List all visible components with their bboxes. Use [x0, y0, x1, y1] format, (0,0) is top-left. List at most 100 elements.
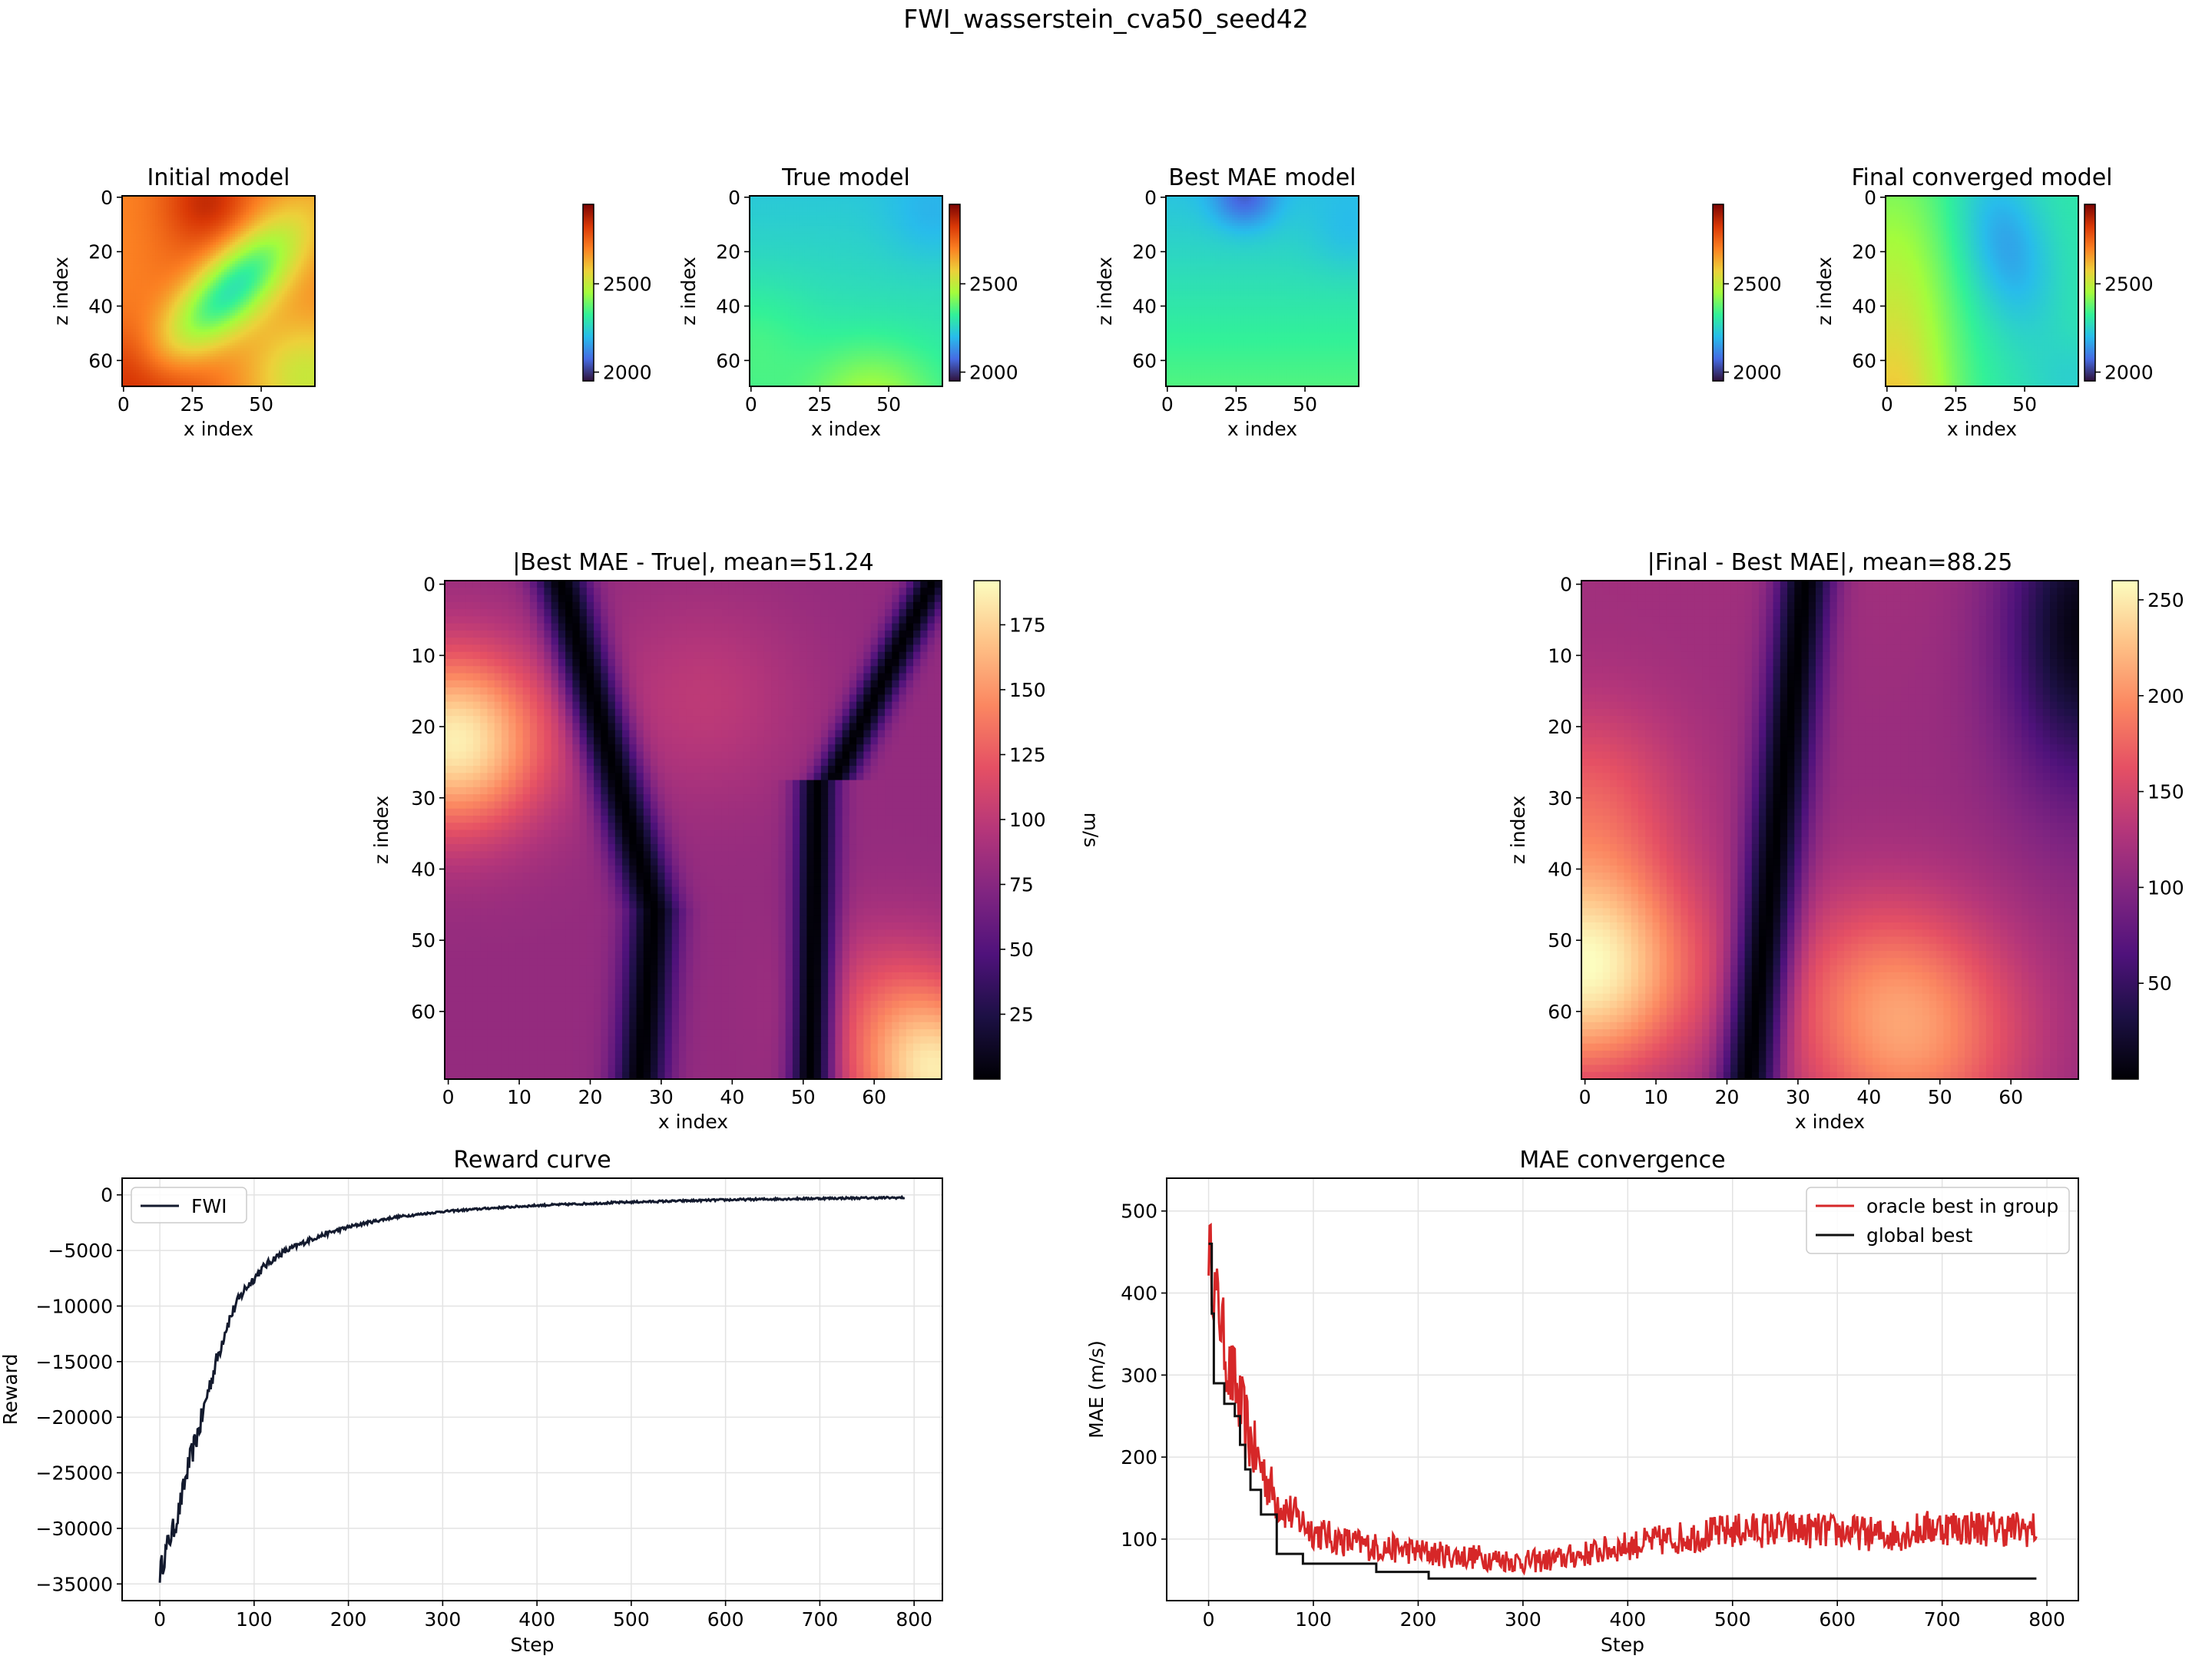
heatmap-cell: [224, 321, 227, 324]
heatmap-cell: [224, 305, 227, 308]
heatmap-cell: [144, 247, 147, 250]
heatmap-cell: [276, 229, 280, 232]
heatmap-cell: [169, 215, 172, 218]
heatmap-cell: [161, 291, 164, 294]
heatmap-cell: [254, 326, 257, 329]
heatmap-cell: [296, 340, 299, 343]
heatmap-cell: [273, 313, 276, 316]
heatmap-cell: [276, 280, 280, 283]
heatmap-cell: [188, 316, 191, 319]
heatmap-cell: [276, 283, 280, 286]
heatmap-cell: [131, 242, 134, 245]
heatmap-cell: [199, 275, 202, 278]
heatmap-cell: [136, 264, 139, 267]
heatmap-cell: [221, 264, 224, 267]
heatmap-cell: [213, 348, 216, 351]
heatmap-cell: [141, 329, 144, 333]
heatmap-cell: [219, 321, 222, 324]
heatmap-cell: [224, 250, 227, 253]
heatmap-cell: [298, 210, 301, 213]
heatmap-cell: [216, 365, 219, 368]
heatmap-cell: [221, 280, 224, 283]
heatmap-cell: [185, 318, 188, 321]
heatmap-cell: [136, 199, 139, 202]
heatmap-cell: [161, 313, 164, 316]
heatmap-cell: [180, 240, 183, 243]
heatmap-cell: [197, 373, 200, 376]
heatmap-cell: [141, 310, 144, 313]
heatmap-cell: [207, 237, 210, 240]
heatmap-cell: [139, 275, 142, 278]
heatmap-cell: [161, 356, 164, 359]
heatmap-cell: [177, 367, 180, 370]
heatmap-cell: [306, 277, 310, 280]
heatmap-cell: [183, 326, 186, 329]
heatmap-cell: [127, 212, 131, 215]
heatmap-cell: [221, 272, 224, 275]
heatmap-cell: [235, 335, 238, 338]
heatmap-cell: [310, 240, 313, 243]
heatmap-cell: [271, 231, 274, 234]
heatmap-cell: [221, 310, 224, 313]
heatmap-cell: [131, 261, 134, 264]
heatmap-cell: [183, 264, 186, 267]
heatmap-cell: [257, 370, 260, 373]
heatmap-cell: [166, 277, 169, 280]
heatmap-cell: [232, 267, 235, 270]
heatmap-cell: [210, 359, 214, 363]
heatmap-cell: [161, 207, 164, 210]
heatmap-cell: [147, 286, 150, 289]
heatmap-cell: [285, 329, 288, 333]
heatmap-cell: [183, 340, 186, 343]
heatmap-cell: [210, 356, 214, 359]
heatmap-cell: [164, 294, 167, 297]
heatmap-cell: [276, 220, 280, 224]
heatmap-cell: [252, 376, 255, 379]
heatmap-cell: [169, 343, 172, 346]
heatmap-cell: [230, 300, 233, 303]
heatmap-cell: [263, 217, 266, 220]
heatmap-cell: [224, 365, 227, 368]
heatmap-cell: [131, 220, 134, 224]
heatmap-cell: [249, 280, 252, 283]
heatmap-cell: [199, 231, 202, 234]
heatmap-cell: [243, 310, 247, 313]
heatmap-cell: [279, 280, 282, 283]
heatmap-cell: [290, 229, 293, 232]
heatmap-cell: [216, 240, 219, 243]
heatmap-cell: [240, 356, 243, 359]
heatmap-cell: [268, 346, 271, 349]
heatmap-cell: [205, 207, 208, 210]
heatmap-cell: [141, 353, 144, 356]
heatmap-cell: [221, 204, 224, 207]
heatmap-cell: [232, 332, 235, 335]
heatmap-cell: [279, 324, 282, 327]
heatmap-cell: [180, 201, 183, 204]
heatmap-cell: [125, 237, 128, 240]
heatmap-cell: [273, 353, 276, 356]
heatmap-cell: [139, 332, 142, 335]
heatmap-cell: [304, 302, 307, 305]
heatmap-cell: [265, 229, 268, 232]
heatmap-cell: [224, 351, 227, 354]
heatmap-cell: [290, 204, 293, 207]
heatmap-cell: [296, 280, 299, 283]
heatmap-cell: [202, 356, 205, 359]
heatmap-cell: [169, 302, 172, 305]
heatmap-cell: [125, 291, 128, 294]
heatmap-cell: [252, 381, 255, 384]
heatmap-cell: [136, 343, 139, 346]
heatmap-cell: [287, 302, 290, 305]
heatmap-cell: [185, 378, 188, 381]
heatmap-cell: [147, 335, 150, 338]
heatmap-cell: [194, 343, 197, 346]
heatmap-cell: [304, 307, 307, 310]
heatmap-cell: [158, 223, 161, 226]
heatmap-cell: [164, 291, 167, 294]
heatmap-cell: [285, 226, 288, 229]
heatmap-cell: [271, 256, 274, 259]
heatmap-cell: [257, 351, 260, 354]
heatmap-cell: [158, 332, 161, 335]
heatmap-cell: [183, 370, 186, 373]
heatmap-cell: [144, 307, 147, 310]
